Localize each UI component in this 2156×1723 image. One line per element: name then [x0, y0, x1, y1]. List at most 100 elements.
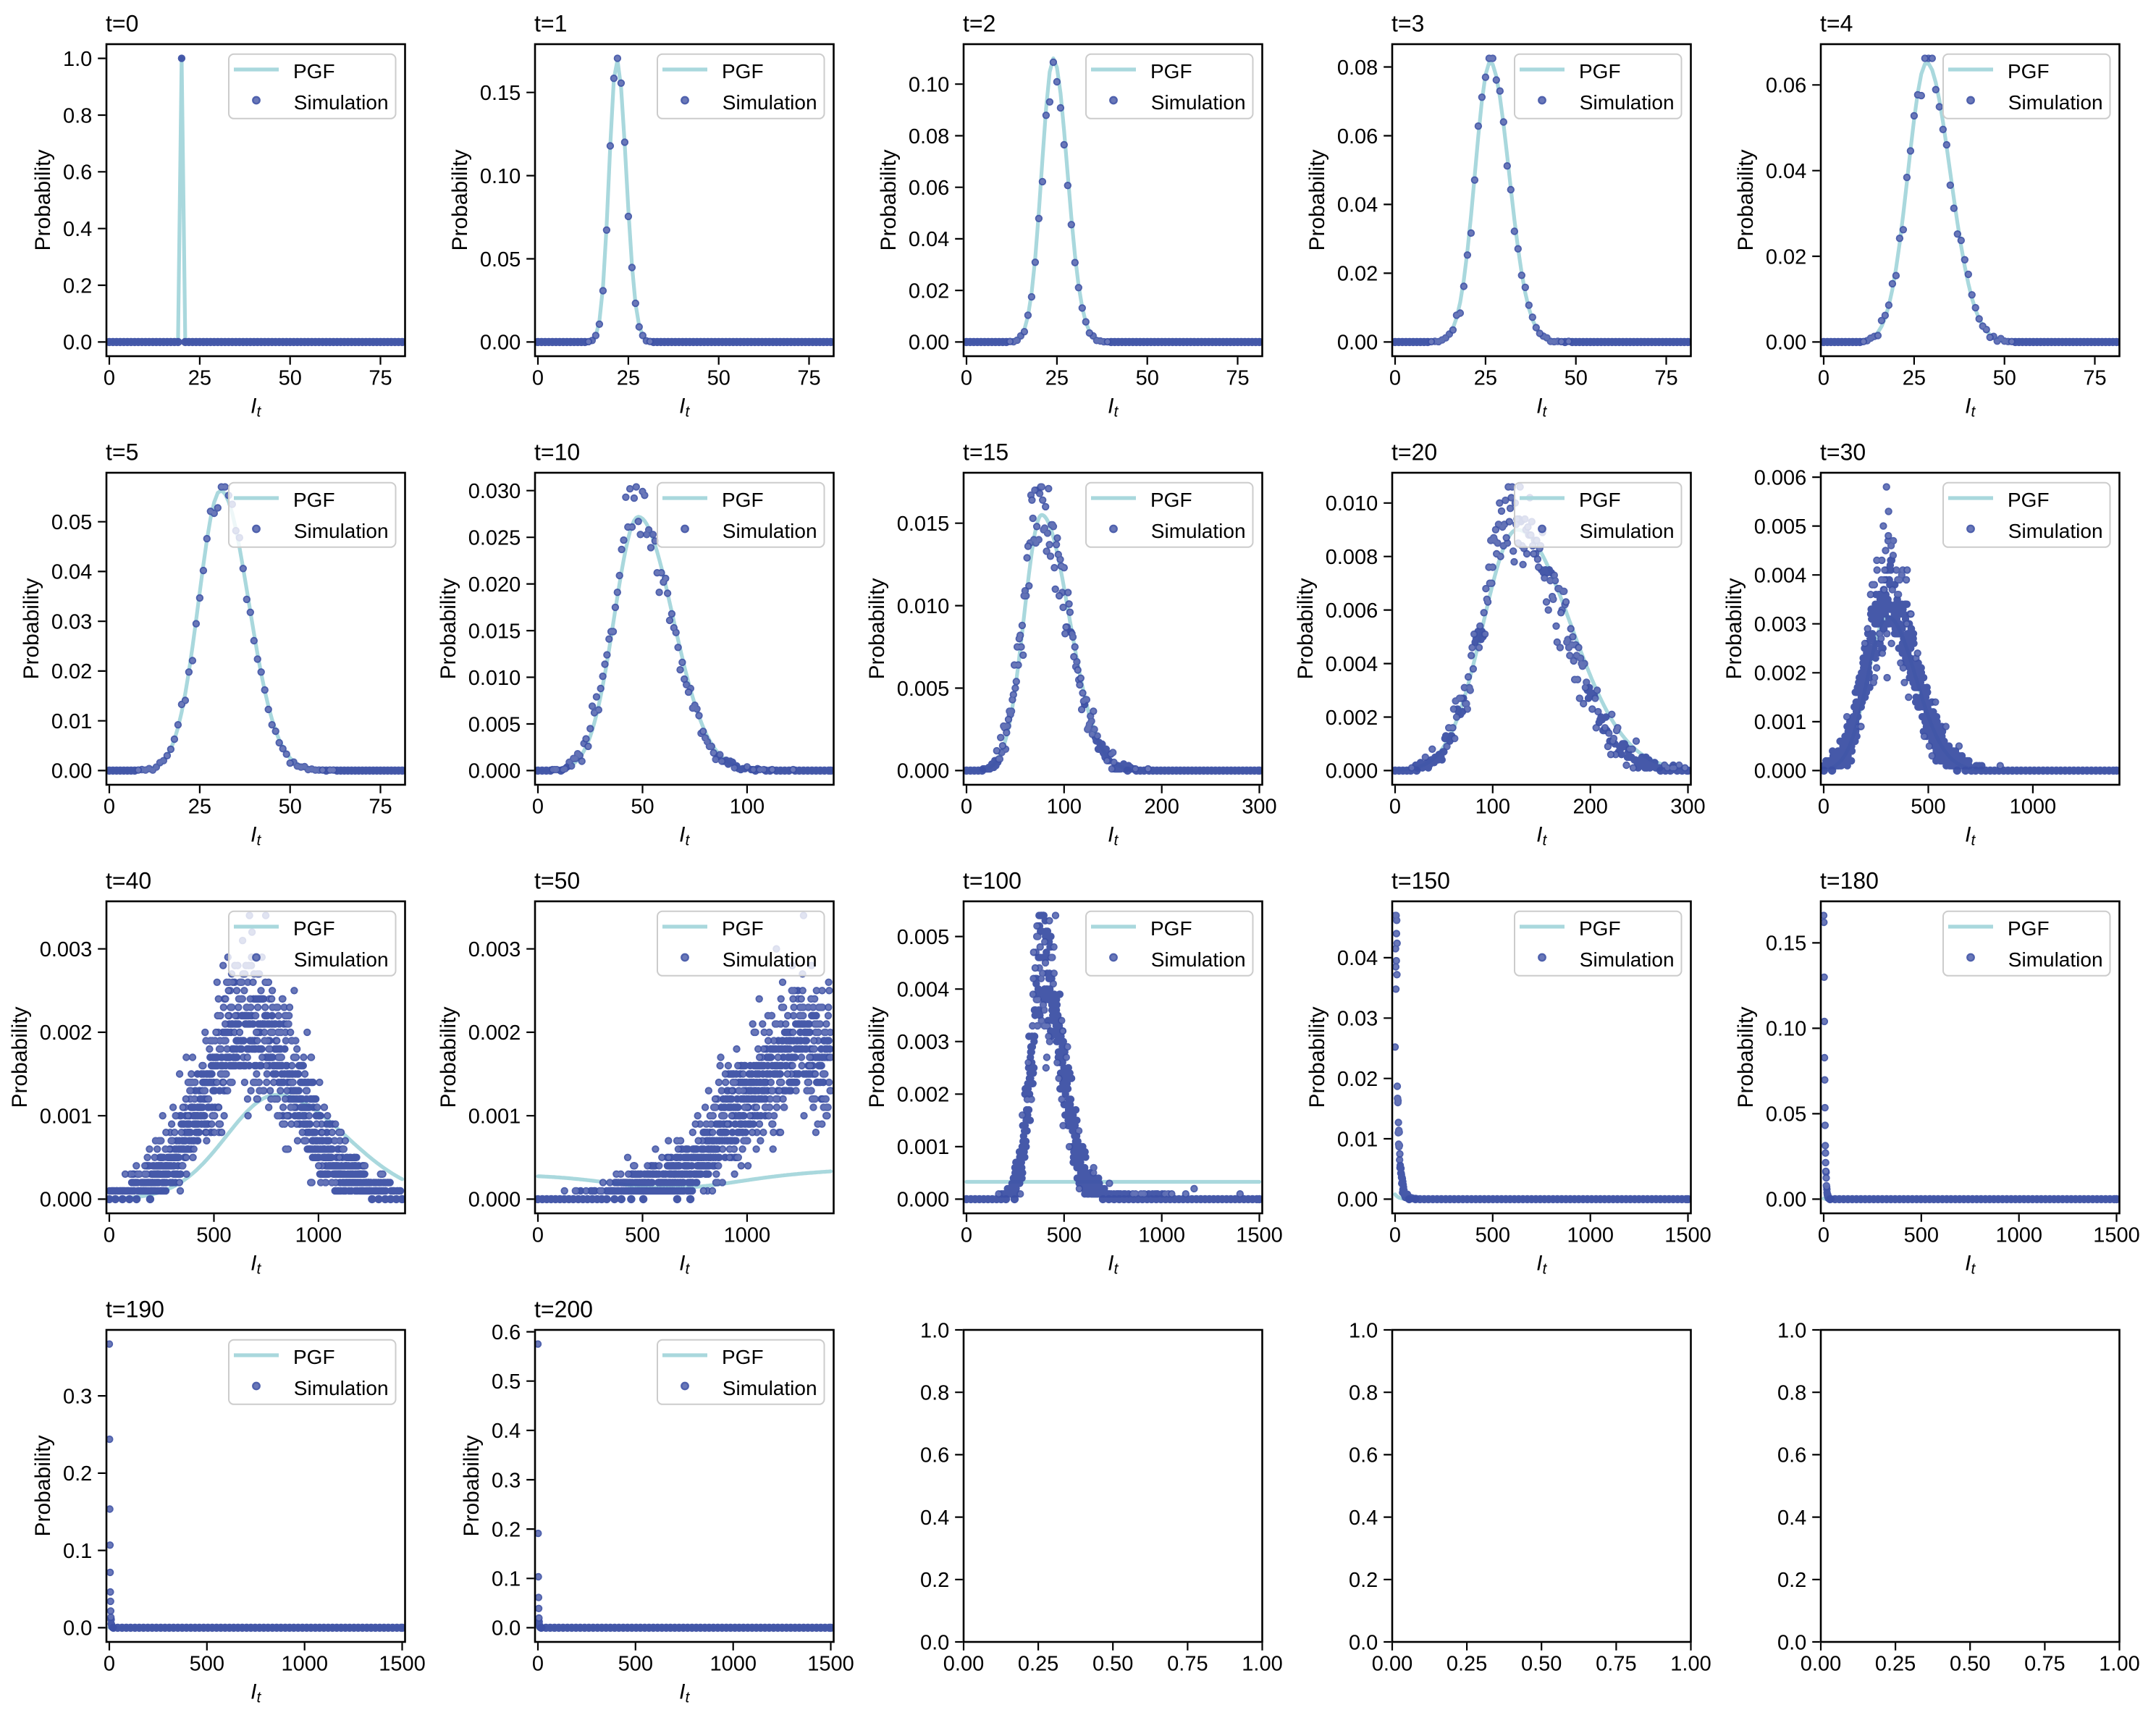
- svg-text:0.3: 0.3: [492, 1469, 521, 1492]
- svg-text:Probability: Probability: [31, 149, 55, 250]
- svg-text:0.50: 0.50: [1950, 1653, 1990, 1676]
- svg-text:0.15: 0.15: [1766, 932, 1806, 956]
- svg-text:50: 50: [1565, 367, 1588, 390]
- svg-text:500: 500: [1904, 1224, 1939, 1247]
- svg-text:t=40: t=40: [106, 868, 151, 894]
- svg-text:75: 75: [1226, 367, 1249, 390]
- svg-text:0.06: 0.06: [1337, 125, 1378, 148]
- svg-text:Probability: Probability: [1722, 578, 1746, 679]
- svg-text:0: 0: [532, 1653, 544, 1676]
- svg-text:0.01: 0.01: [51, 710, 92, 733]
- svg-text:0.00: 0.00: [1337, 1189, 1378, 1212]
- svg-text:75: 75: [2083, 367, 2106, 390]
- svg-text:0.00: 0.00: [943, 1653, 984, 1676]
- svg-text:Probability: Probability: [460, 1435, 484, 1536]
- svg-text:PGF: PGF: [2008, 489, 2050, 511]
- svg-text:0.05: 0.05: [1766, 1103, 1806, 1126]
- svg-text:0.004: 0.004: [897, 979, 950, 1002]
- svg-text:t=0: t=0: [106, 11, 138, 37]
- svg-text:0.003: 0.003: [1754, 613, 1807, 636]
- svg-text:0.2: 0.2: [63, 1462, 92, 1486]
- svg-text:0.5: 0.5: [492, 1370, 521, 1394]
- svg-text:Probability: Probability: [865, 578, 889, 679]
- svg-text:t=2: t=2: [963, 11, 995, 37]
- svg-text:0.000: 0.000: [40, 1189, 93, 1212]
- svg-text:300: 300: [1242, 796, 1276, 819]
- svg-text:0.002: 0.002: [1754, 662, 1807, 686]
- svg-text:PGF: PGF: [293, 917, 335, 940]
- svg-text:Probability: Probability: [448, 149, 472, 250]
- svg-text:Simulation: Simulation: [1580, 91, 1675, 114]
- svg-text:t=30: t=30: [1820, 439, 1866, 465]
- svg-text:0.6: 0.6: [492, 1321, 521, 1344]
- svg-text:t=1: t=1: [534, 11, 567, 37]
- svg-text:1000: 1000: [1567, 1224, 1614, 1247]
- svg-text:PGF: PGF: [293, 489, 335, 511]
- svg-text:0.006: 0.006: [1326, 599, 1378, 623]
- svg-text:0.02: 0.02: [909, 280, 949, 303]
- svg-text:0.10: 0.10: [480, 165, 521, 188]
- svg-text:PGF: PGF: [293, 1346, 335, 1368]
- svg-text:0.003: 0.003: [40, 938, 93, 961]
- svg-text:1000: 1000: [1995, 1224, 2042, 1247]
- svg-text:0.1: 0.1: [492, 1568, 521, 1591]
- svg-text:0.005: 0.005: [468, 713, 521, 736]
- svg-text:0: 0: [532, 796, 544, 819]
- svg-text:0.8: 0.8: [920, 1382, 949, 1405]
- svg-text:0.10: 0.10: [1766, 1018, 1806, 1041]
- svg-text:Simulation: Simulation: [294, 948, 389, 971]
- svg-text:0.005: 0.005: [897, 926, 950, 949]
- svg-text:Simulation: Simulation: [1580, 520, 1675, 542]
- svg-text:1000: 1000: [709, 1653, 757, 1676]
- svg-text:PGF: PGF: [1579, 489, 1621, 511]
- svg-text:0.75: 0.75: [1596, 1653, 1636, 1676]
- svg-text:1.0: 1.0: [920, 1319, 949, 1342]
- svg-text:t=5: t=5: [106, 439, 138, 465]
- svg-text:0.8: 0.8: [1349, 1382, 1378, 1405]
- svg-text:PGF: PGF: [722, 489, 764, 511]
- svg-text:0.00: 0.00: [1801, 1653, 1841, 1676]
- svg-text:PGF: PGF: [722, 1346, 764, 1368]
- svg-text:0.000: 0.000: [1326, 760, 1378, 783]
- svg-text:t=20: t=20: [1391, 439, 1437, 465]
- svg-text:0.0: 0.0: [1777, 1631, 1806, 1654]
- svg-text:0.003: 0.003: [897, 1031, 950, 1054]
- svg-text:t=180: t=180: [1820, 868, 1879, 894]
- svg-text:25: 25: [1474, 367, 1497, 390]
- svg-text:t=200: t=200: [534, 1297, 593, 1323]
- svg-text:PGF: PGF: [722, 60, 764, 83]
- svg-text:0.0: 0.0: [492, 1617, 521, 1640]
- svg-text:0.005: 0.005: [897, 678, 950, 701]
- svg-text:25: 25: [188, 367, 211, 390]
- svg-text:0: 0: [1389, 1224, 1401, 1247]
- svg-text:0.000: 0.000: [468, 760, 521, 783]
- svg-text:0.4: 0.4: [1777, 1507, 1806, 1530]
- svg-text:0: 0: [1818, 796, 1829, 819]
- svg-text:Probability: Probability: [1294, 578, 1318, 679]
- svg-text:1500: 1500: [379, 1653, 426, 1676]
- svg-text:PGF: PGF: [1150, 917, 1192, 940]
- svg-text:0.6: 0.6: [63, 161, 92, 185]
- svg-text:0.02: 0.02: [1337, 1068, 1378, 1091]
- svg-text:Probability: Probability: [437, 578, 460, 679]
- svg-text:1.00: 1.00: [1670, 1653, 1711, 1676]
- svg-text:Probability: Probability: [437, 1006, 460, 1108]
- svg-text:0.025: 0.025: [468, 527, 521, 550]
- svg-text:Probability: Probability: [1305, 149, 1329, 250]
- svg-text:Probability: Probability: [8, 1006, 32, 1108]
- svg-text:Simulation: Simulation: [2008, 91, 2103, 114]
- svg-text:75: 75: [369, 796, 392, 819]
- svg-text:Simulation: Simulation: [1580, 948, 1675, 971]
- svg-text:PGF: PGF: [1579, 917, 1621, 940]
- svg-text:500: 500: [1475, 1224, 1510, 1247]
- svg-text:1000: 1000: [2010, 796, 2057, 819]
- svg-text:0.030: 0.030: [468, 480, 521, 503]
- svg-text:0.004: 0.004: [1326, 653, 1378, 676]
- svg-text:0.8: 0.8: [63, 104, 92, 127]
- svg-text:50: 50: [279, 367, 302, 390]
- svg-text:Simulation: Simulation: [294, 520, 389, 542]
- svg-text:0.001: 0.001: [40, 1105, 93, 1129]
- svg-text:0.04: 0.04: [909, 228, 949, 251]
- svg-text:0.04: 0.04: [1337, 947, 1378, 970]
- svg-text:500: 500: [1911, 796, 1945, 819]
